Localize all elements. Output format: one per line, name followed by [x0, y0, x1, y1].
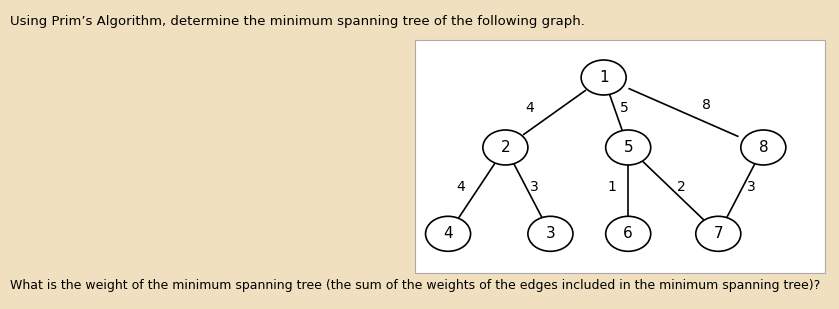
Ellipse shape	[696, 216, 741, 251]
Text: 2: 2	[501, 140, 510, 155]
Text: 1: 1	[599, 70, 608, 85]
Text: 3: 3	[545, 226, 555, 241]
Text: Using Prim’s Algorithm, determine the minimum spanning tree of the following gra: Using Prim’s Algorithm, determine the mi…	[10, 15, 585, 28]
Text: 3: 3	[529, 180, 539, 194]
Text: 5: 5	[623, 140, 633, 155]
Text: 4: 4	[525, 101, 534, 115]
Ellipse shape	[483, 130, 528, 165]
Text: 7: 7	[713, 226, 723, 241]
Ellipse shape	[528, 216, 573, 251]
Bar	[415, 40, 825, 273]
Text: 8: 8	[758, 140, 769, 155]
Text: What is the weight of the minimum spanning tree (the sum of the weights of the e: What is the weight of the minimum spanni…	[10, 279, 821, 292]
Ellipse shape	[425, 216, 471, 251]
Text: 1: 1	[607, 180, 617, 194]
Ellipse shape	[606, 130, 651, 165]
Text: 8: 8	[701, 99, 711, 112]
Text: 3: 3	[747, 180, 755, 194]
Ellipse shape	[581, 60, 626, 95]
Text: 5: 5	[620, 101, 628, 115]
Text: 4: 4	[456, 180, 465, 194]
Ellipse shape	[741, 130, 786, 165]
Text: 4: 4	[443, 226, 453, 241]
Text: 6: 6	[623, 226, 633, 241]
Text: 2: 2	[677, 180, 685, 194]
Ellipse shape	[606, 216, 651, 251]
